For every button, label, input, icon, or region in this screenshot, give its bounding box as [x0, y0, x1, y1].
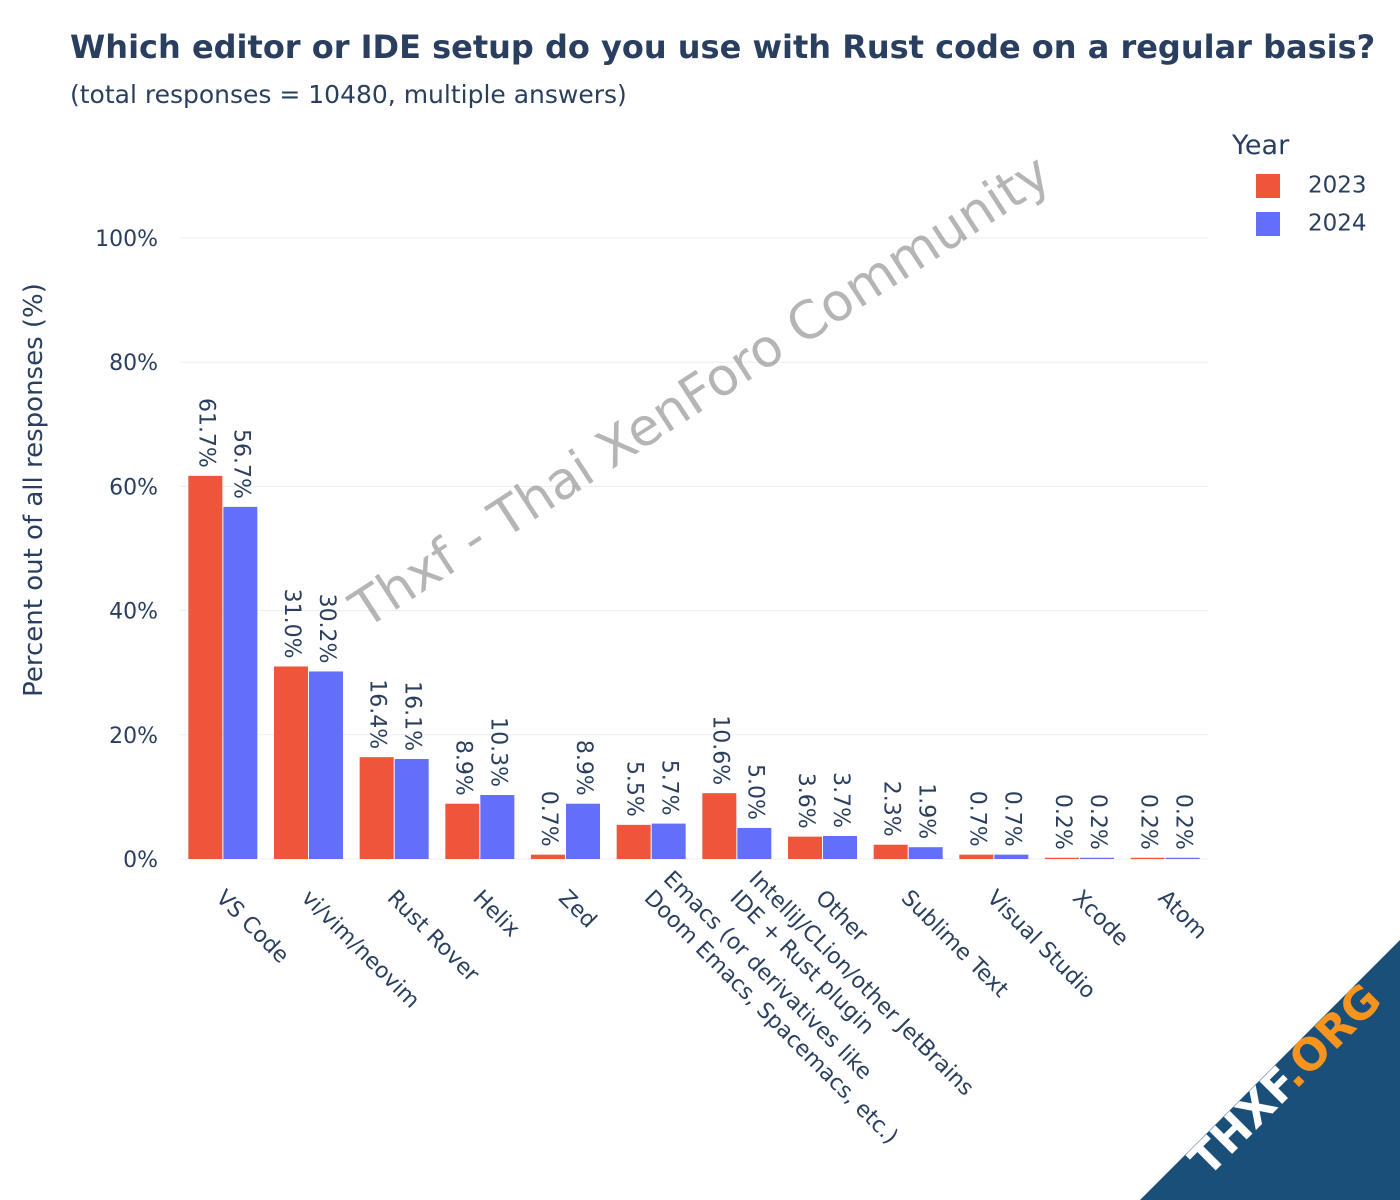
bar-2023[interactable] — [702, 793, 737, 859]
data-label: 0.2% — [1136, 794, 1161, 850]
y-tick-label: 0% — [123, 848, 158, 873]
data-label: 0.7% — [536, 791, 561, 847]
bar-2024[interactable] — [480, 795, 515, 859]
data-label: 56.7% — [228, 429, 253, 499]
y-tick-label: 40% — [109, 600, 158, 625]
data-label: 30.2% — [314, 594, 339, 664]
data-label: 0.7% — [999, 791, 1024, 847]
bar-2023[interactable] — [1045, 857, 1079, 859]
bar-2024[interactable] — [1080, 857, 1114, 859]
data-label: 3.6% — [793, 773, 818, 829]
data-label: 10.3% — [485, 717, 510, 787]
bar-2024[interactable] — [994, 854, 1029, 859]
y-axis-label: Percent out of all responses (%) — [19, 283, 49, 697]
data-label: 16.4% — [365, 679, 390, 749]
bar-2023[interactable] — [873, 844, 908, 859]
x-tick-label: Helix — [468, 886, 525, 943]
x-tick-label: Zed — [553, 886, 601, 934]
data-label: 10.6% — [707, 715, 732, 785]
bar-2024[interactable] — [223, 506, 258, 859]
data-label: 0.2% — [1050, 794, 1075, 850]
legend-item-2023[interactable]: 2023 — [1256, 172, 1367, 199]
chart-subtitle: (total responses = 10480, multiple answe… — [70, 80, 627, 109]
gridlines — [180, 237, 1208, 860]
bar-2023[interactable] — [359, 757, 394, 859]
bar-2023[interactable] — [616, 824, 651, 859]
bar-2023[interactable] — [1130, 857, 1165, 859]
y-tick-label: 60% — [109, 475, 158, 500]
legend-item-2024[interactable]: 2024 — [1256, 210, 1367, 237]
bar-2024[interactable] — [566, 803, 600, 859]
data-label: 5.5% — [622, 761, 647, 817]
bar-2024[interactable] — [394, 759, 429, 859]
bars — [188, 475, 1200, 859]
x-tick-label: Xcode — [1067, 886, 1133, 952]
bar-2024[interactable] — [908, 847, 943, 859]
bar-2023[interactable] — [531, 854, 565, 859]
data-label: 61.7% — [193, 398, 218, 468]
bar-2024[interactable] — [1165, 857, 1200, 859]
x-tick-label: VS Code — [211, 886, 294, 969]
bar-2024[interactable] — [651, 823, 686, 859]
data-label: 5.0% — [742, 764, 767, 820]
bar-2023[interactable] — [445, 803, 480, 859]
thxf-logo: THXF.ORG — [1140, 940, 1400, 1200]
x-tick-label: Atom — [1153, 886, 1212, 945]
chart-title: Which editor or IDE setup do you use wit… — [70, 28, 1376, 66]
data-label: 0.7% — [964, 791, 989, 847]
legend-swatch-2024 — [1256, 211, 1280, 236]
data-labels: 61.7% 56.7% 31.0% 30.2% 16.4% 16.1% 8.9% 10.3% 0… — [193, 398, 1195, 850]
bar-2023[interactable] — [788, 836, 822, 859]
data-label: 8.9% — [571, 740, 596, 796]
data-label: 1.9% — [914, 783, 939, 839]
legend-label: 2023 — [1308, 172, 1367, 199]
data-label: 16.1% — [400, 681, 425, 751]
legend-label: 2024 — [1308, 210, 1367, 237]
bar-2023[interactable] — [188, 475, 223, 859]
data-label: 31.0% — [279, 589, 304, 659]
bar-2023[interactable] — [274, 666, 308, 859]
data-label: 8.9% — [450, 740, 475, 796]
bar-2023[interactable] — [959, 854, 994, 859]
data-label: 0.2% — [1085, 794, 1110, 850]
data-label: 0.2% — [1171, 794, 1196, 850]
bar-2024[interactable] — [737, 827, 772, 859]
data-label: 5.7% — [657, 760, 682, 816]
legend-swatch-2023 — [1256, 173, 1280, 198]
bar-2024[interactable] — [309, 671, 343, 859]
legend-title: Year — [1232, 130, 1290, 161]
y-tick-label: 20% — [109, 724, 158, 749]
data-label: 3.7% — [828, 772, 853, 828]
y-tick-label: 80% — [109, 351, 158, 376]
y-tick-label: 100% — [95, 227, 158, 252]
data-label: 2.3% — [879, 781, 904, 837]
bar-2024[interactable] — [823, 836, 857, 859]
y-axis-ticks: 0% 20% 40% 60% 80% 100% — [95, 227, 158, 873]
